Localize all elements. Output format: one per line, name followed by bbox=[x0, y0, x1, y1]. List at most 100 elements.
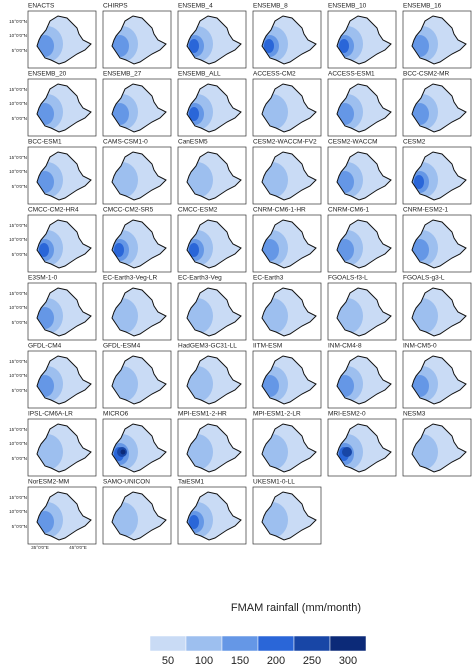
country-outline bbox=[36, 151, 92, 201]
colorbar-swatch bbox=[185, 635, 223, 652]
panel-label: EC-Earth3 bbox=[253, 275, 284, 282]
panel-label: TaiESM1 bbox=[178, 479, 204, 486]
country-outline bbox=[261, 83, 317, 133]
panel-label: FGOALS-g3-L bbox=[403, 275, 445, 282]
panel-label: MPI-ESM1-2-HR bbox=[178, 411, 227, 418]
country-outline bbox=[111, 491, 167, 541]
country-outline bbox=[261, 15, 317, 65]
country-outline bbox=[336, 287, 392, 337]
country-outline bbox=[336, 151, 392, 201]
country-outline bbox=[336, 15, 392, 65]
panel-label: MICRO6 bbox=[103, 411, 129, 418]
lat-label: 10°0'0"N bbox=[9, 441, 27, 446]
lat-label: 5°0'0"N bbox=[12, 48, 27, 53]
rain-zone bbox=[189, 243, 199, 257]
country-outline bbox=[186, 287, 242, 337]
panel-label: ENSEMB_10 bbox=[328, 3, 367, 10]
country-outline bbox=[336, 83, 392, 133]
panel-label: HadGEM3-GC31-LL bbox=[178, 343, 237, 350]
colorbar-tick-label: 150 bbox=[231, 655, 249, 667]
lat-label: 5°0'0"N bbox=[12, 320, 27, 325]
country-outline bbox=[36, 83, 92, 133]
panel-label: ENSEMB_4 bbox=[178, 3, 213, 10]
country-outline bbox=[111, 355, 167, 405]
country-outline bbox=[411, 15, 467, 65]
country-outline bbox=[186, 423, 242, 473]
lat-label: 10°0'0"N bbox=[9, 373, 27, 378]
panel-label: UKESM1-0-LL bbox=[253, 479, 295, 486]
country-outline bbox=[261, 287, 317, 337]
panel-label: CanESM5 bbox=[178, 139, 208, 146]
lon-label: 45°0'0"E bbox=[69, 545, 87, 550]
country-outline bbox=[411, 83, 467, 133]
country-outline bbox=[186, 83, 242, 133]
rain-zone bbox=[264, 39, 274, 53]
country-outline bbox=[36, 15, 92, 65]
lat-label: 15°0'0"N bbox=[9, 495, 27, 500]
rain-zone bbox=[342, 447, 352, 457]
panel-label: ENSEMB_16 bbox=[403, 3, 442, 10]
panel-label: BCC-ESM1 bbox=[28, 139, 62, 146]
panel-label: IITM-ESM bbox=[253, 343, 282, 350]
panel-label: EC-Earth3-Veg-LR bbox=[103, 275, 157, 282]
lat-label: 10°0'0"N bbox=[9, 305, 27, 310]
panel-label: ENSEMB_20 bbox=[28, 71, 67, 78]
country-outline bbox=[186, 151, 242, 201]
rain-zone bbox=[189, 39, 199, 53]
panel-label: ENSEMB_27 bbox=[103, 71, 142, 78]
panel-label: BCC-CSM2-MR bbox=[403, 71, 450, 78]
country-outline bbox=[36, 219, 92, 269]
country-outline bbox=[111, 423, 167, 473]
country-outline bbox=[186, 491, 242, 541]
colorbar-tick-label: 100 bbox=[195, 655, 213, 667]
country-outline bbox=[411, 423, 467, 473]
country-outline bbox=[186, 219, 242, 269]
lat-label: 5°0'0"N bbox=[12, 116, 27, 121]
country-outline bbox=[111, 219, 167, 269]
panel-label: CHIRPS bbox=[103, 3, 128, 10]
rain-zone bbox=[189, 107, 199, 121]
panel-label: CMCC-CM2-HR4 bbox=[28, 207, 79, 214]
colorbar-swatch bbox=[329, 635, 367, 652]
panel-label: CESM2-WACCM-FV2 bbox=[253, 139, 317, 146]
panel-label: INM-CM4-8 bbox=[328, 343, 362, 350]
country-outline bbox=[111, 15, 167, 65]
rain-zone bbox=[114, 243, 124, 257]
country-outline bbox=[36, 491, 92, 541]
lat-label: 10°0'0"N bbox=[9, 169, 27, 174]
country-outline bbox=[186, 355, 242, 405]
country-outline bbox=[336, 423, 392, 473]
lat-label: 5°0'0"N bbox=[12, 388, 27, 393]
panel-label: CESM2 bbox=[403, 139, 426, 146]
colorbar-swatch bbox=[221, 635, 259, 652]
panel-label: ENACTS bbox=[28, 3, 55, 10]
lat-label: 10°0'0"N bbox=[9, 33, 27, 38]
country-outline bbox=[261, 491, 317, 541]
panel-label: ACCESS-CM2 bbox=[253, 71, 296, 78]
country-outline bbox=[261, 219, 317, 269]
country-outline bbox=[336, 219, 392, 269]
country-outline bbox=[336, 355, 392, 405]
lat-label: 5°0'0"N bbox=[12, 524, 27, 529]
lat-label: 15°0'0"N bbox=[9, 19, 27, 24]
lat-label: 5°0'0"N bbox=[12, 456, 27, 461]
lat-label: 10°0'0"N bbox=[9, 509, 27, 514]
colorbar-swatch bbox=[293, 635, 331, 652]
country-outline bbox=[411, 287, 467, 337]
country-outline bbox=[111, 83, 167, 133]
panel-label: CNRM-CM6-1 bbox=[328, 207, 370, 214]
country-outline bbox=[36, 423, 92, 473]
panel-label: CNRM-ESM2-1 bbox=[403, 207, 449, 214]
lat-label: 15°0'0"N bbox=[9, 87, 27, 92]
colorbar-swatch bbox=[149, 635, 187, 652]
lat-label: 15°0'0"N bbox=[9, 359, 27, 364]
panel-label: FGOALS-f3-L bbox=[328, 275, 368, 282]
colorbar-tick-label: 50 bbox=[162, 655, 174, 667]
lat-label: 10°0'0"N bbox=[9, 237, 27, 242]
country-outline bbox=[411, 355, 467, 405]
panel-label: NorESM2-MM bbox=[28, 479, 69, 486]
country-outline bbox=[36, 355, 92, 405]
colorbar-tick-label: 250 bbox=[303, 655, 321, 667]
rain-zone bbox=[120, 449, 126, 455]
